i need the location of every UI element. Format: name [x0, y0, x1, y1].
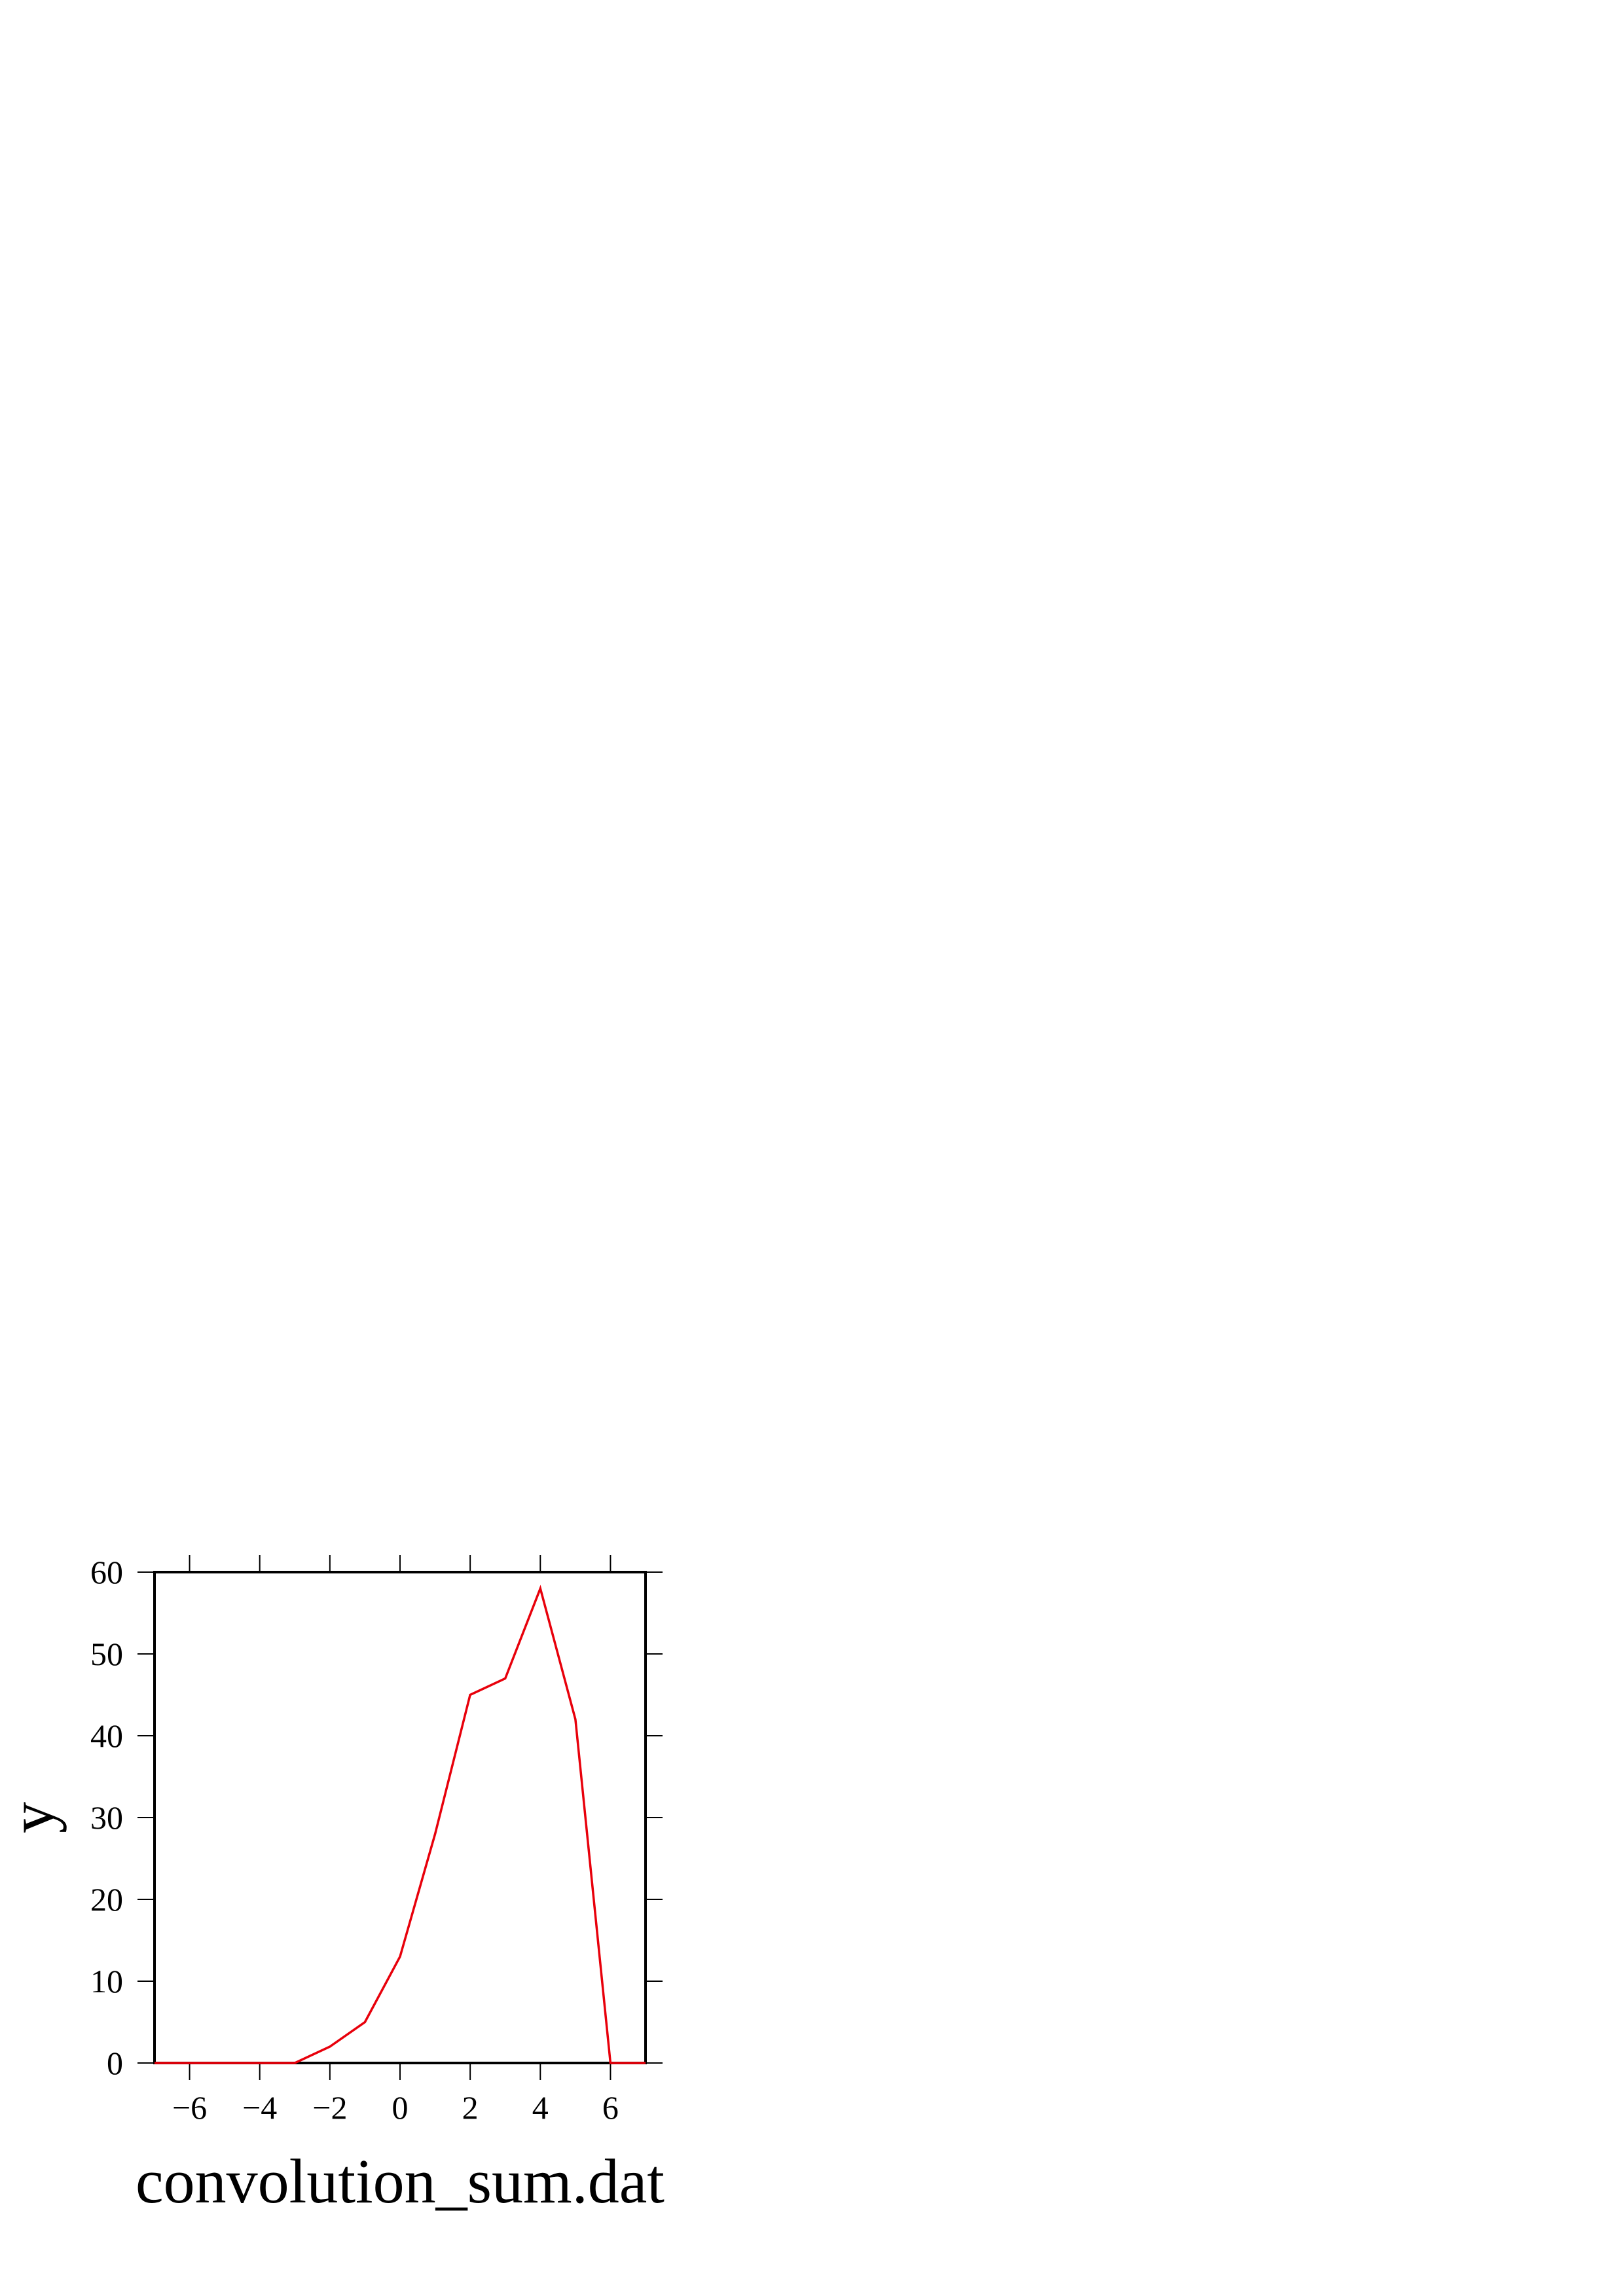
x-tick-label: −2 [312, 2089, 347, 2126]
y-axis-label: y [0, 1802, 67, 1833]
x-tick-label: 4 [532, 2089, 549, 2126]
y-tick-label: 0 [107, 2045, 123, 2081]
y-tick-label: 20 [90, 1881, 123, 1918]
x-axis-label: convolution_sum.dat [136, 2146, 665, 2216]
x-tick-label: −4 [242, 2089, 277, 2126]
data-point [540, 1588, 541, 1589]
y-tick-label: 50 [90, 1636, 123, 1672]
series-layer [155, 1585, 646, 2064]
y-tick-label: 40 [90, 1717, 123, 1754]
y-axis-ticks: 0 10 20 30 40 50 60 [90, 1554, 663, 2081]
x-tick-label: 6 [602, 2089, 619, 2126]
y-tick-label: 10 [90, 1963, 123, 2000]
data-point [400, 1956, 401, 1957]
x-axis-ticks: −6 −4 −2 0 2 4 6 [172, 1555, 619, 2126]
data-point [610, 2063, 611, 2064]
data-point [259, 2063, 260, 2064]
data-point [189, 2063, 190, 2064]
plot-frame [153, 1571, 647, 2064]
x-tick-label: −6 [172, 2089, 207, 2126]
x-tick-label: 0 [392, 2089, 409, 2126]
series-line [155, 1585, 646, 2064]
y-tick-label: 60 [90, 1554, 123, 1590]
x-tick-label: 2 [462, 2089, 479, 2126]
y-tick-label: 30 [90, 1799, 123, 1836]
